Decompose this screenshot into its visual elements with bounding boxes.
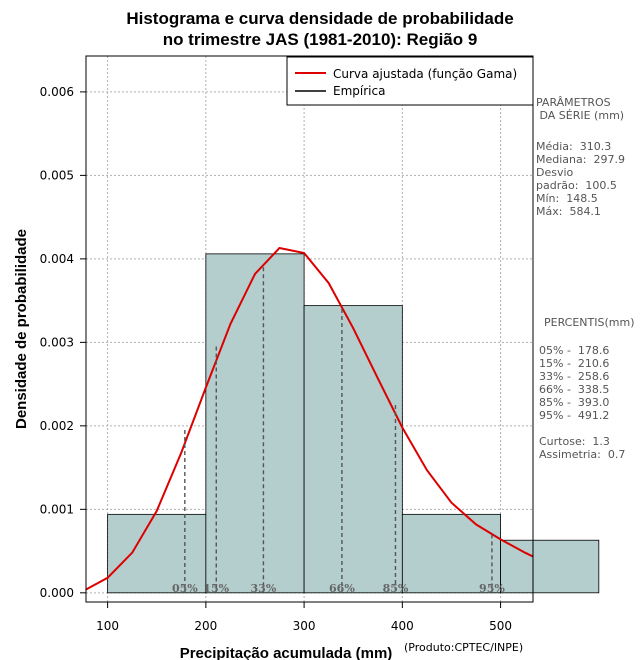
percentile-layer: 05% 15% 33% 66% 85% 95% (172, 267, 505, 595)
y-tick-label-1: 0.001 (40, 502, 74, 516)
percentile-label-66%: 66% (329, 582, 355, 595)
chart-title-line1: Histograma e curva densidade de probabil… (126, 9, 514, 28)
x-tick-label-200: 200 (194, 619, 217, 633)
y-tick-label-6: 0.006 (40, 85, 74, 99)
x-tick-label-500: 500 (489, 619, 512, 633)
y-tick-label-2: 0.002 (40, 419, 74, 433)
histogram-bar-1 (107, 513, 207, 594)
percentis-title: PERCENTIS(mm) (544, 316, 635, 329)
percentile-label-95%: 95% (479, 582, 505, 595)
x-tick-label-400: 400 (391, 619, 414, 633)
x-axis-label: Precipitação acumulada (mm) (180, 645, 393, 660)
y-axis-label: Densidade de probabilidade (13, 229, 30, 429)
percentile-label-33%: 33% (251, 582, 277, 595)
y-tick-label-0: 0.000 (40, 586, 74, 600)
legend-label-fitted: Curva ajustada (função Gama) (333, 67, 517, 81)
params-title: PARÂMETROS DA SÉRIE (mm) (536, 96, 625, 122)
chart-title-line2: no trimestre JAS (1981-2010): Região 9 (162, 30, 478, 49)
plot-frame (85, 55, 534, 603)
legend-box (286, 56, 534, 106)
credit-text: (Produto:CPTEC/INPE) (404, 641, 524, 654)
x-axis: 100 200 300 400 500 (96, 602, 512, 633)
x-tick-label-300: 300 (293, 619, 316, 633)
percentile-label-85%: 85% (383, 582, 409, 595)
y-tick-label-4: 0.004 (40, 252, 74, 266)
params-body: Média: 310.3 Mediana: 297.9 Desvio padrã… (536, 140, 625, 218)
histogram-bar-4 (401, 513, 501, 594)
percentis-body: 05% - 178.6 15% - 210.6 33% - 258.6 66% … (539, 344, 626, 461)
fitted-gamma-curve (86, 246, 533, 591)
curve-layer (86, 246, 533, 591)
bars-layer (107, 253, 600, 594)
histogram-bar-2 (205, 253, 305, 594)
y-tick-label-3: 0.003 (40, 335, 74, 349)
y-tick-label-5: 0.005 (40, 168, 74, 182)
percentile-label-05%: 05% (172, 582, 198, 595)
percentile-label-15%: 15% (203, 582, 229, 595)
histogram-bar-3 (303, 305, 403, 594)
legend-label-empirical: Empírica (333, 84, 385, 98)
legend: Curva ajustada (função Gama) Empírica (286, 56, 534, 106)
x-tick-label-100: 100 (96, 619, 119, 633)
y-axis: 0.000 0.001 0.002 0.003 0.004 0.005 0.006 (40, 85, 86, 600)
